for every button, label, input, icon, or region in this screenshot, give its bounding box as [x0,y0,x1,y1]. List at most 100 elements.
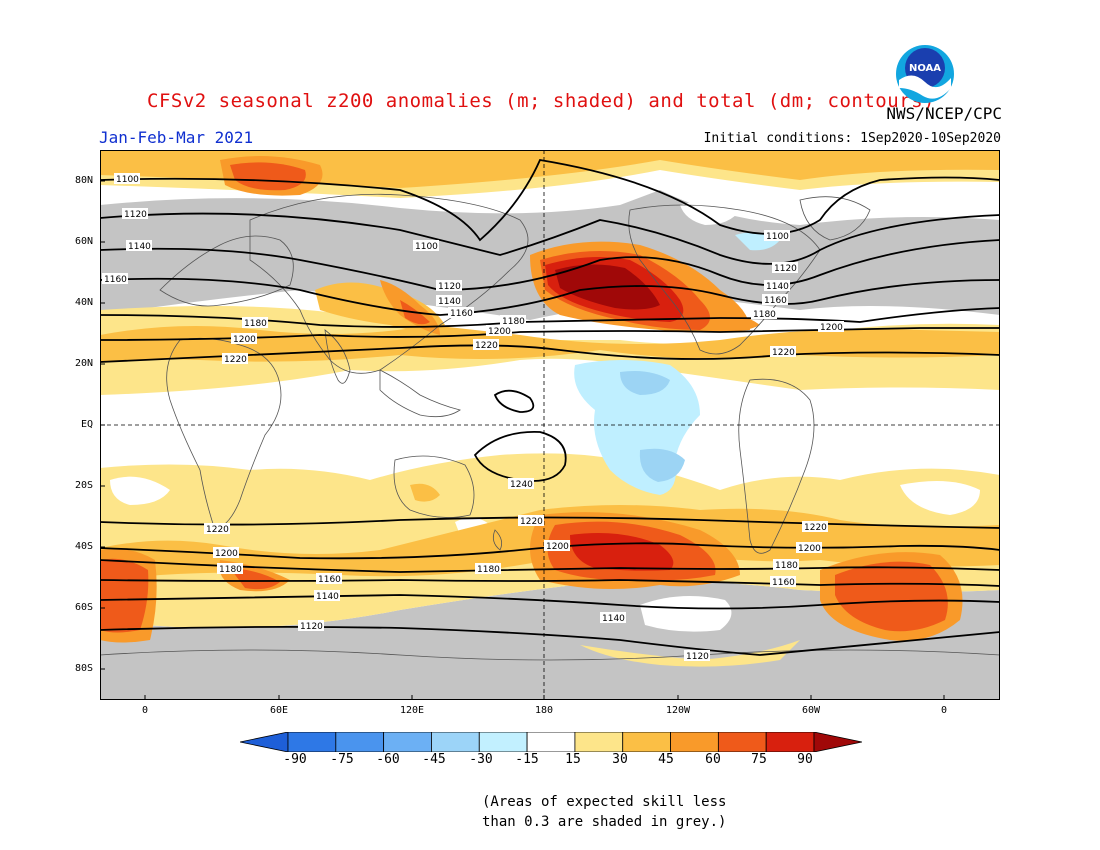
colorbar-tick-neg60: -60 [376,752,400,767]
contour-label-1140-e: 1140 [602,614,625,624]
colorbar [240,732,862,752]
colorbar-tick-neg75: -75 [330,752,354,767]
pos60-indian [100,558,149,633]
neutral-south-gap [110,476,170,505]
skill-note-line-2: than 0.3 are shaded in grey.) [482,814,727,830]
contour-label-1200-b: 1200 [488,327,511,337]
lon-label-120w: 120W [665,705,691,716]
colorbar-tick-pos90: 90 [797,752,813,767]
coast-australia [393,455,475,518]
lat-label-20s: 20S [74,480,93,491]
contour-1220-south [100,516,1000,529]
colorbar-tick-pos45: 45 [658,752,674,767]
colorbar-swatch-0 [240,732,289,752]
contour-label-1100-b: 1100 [415,242,438,252]
colorbar-swatch-2 [335,732,385,752]
contour-label-1180-e: 1180 [477,565,500,575]
lat-label-20n: 20N [74,358,93,369]
contour-1240-south [473,430,567,482]
contour-label-1180-c: 1180 [753,310,776,320]
colorbar-swatch-12 [813,732,862,752]
agency-label: NWS/NCEP/CPC [886,104,1002,123]
svg-text:NOAA: NOAA [909,63,941,74]
contour-label-1160-c: 1160 [764,296,787,306]
contour-label-1200-c: 1200 [820,323,843,333]
season-label: Jan-Feb-Mar 2021 [99,128,254,147]
pos75-south-pacific [570,532,674,571]
contour-label-1160-a: 1160 [104,275,127,285]
noaa-logo-icon: NOAA [896,45,954,103]
lat-label-40s: 40S [74,541,93,552]
colorbar-swatch-3 [383,732,432,752]
grey-band-south [100,580,1000,700]
colorbar-swatch-1 [287,732,337,752]
lon-label-0-east: 0 [940,705,948,716]
contour-1200-south [100,542,1000,560]
contour-1180-south [100,559,1000,573]
contour-label-1120-a: 1120 [124,210,147,220]
pos60-south-atlantic [835,561,948,632]
colorbar-swatch-11 [765,732,815,752]
colorbar-swatch-7 [574,732,624,752]
neutral-south-pole-gap [640,596,732,632]
coast-nz [492,529,503,551]
colorbar-tick-neg45: -45 [422,752,446,767]
coast-north-america [628,204,821,355]
colorbar-swatch-4 [431,732,480,752]
contour-label-1200-f: 1200 [798,544,821,554]
lon-ticks [144,695,945,700]
initial-conditions-label: Initial conditions: 1Sep2020-10Sep2020 [703,131,1001,146]
contour-label-1240: 1240 [510,480,533,490]
contour-1200-north [100,327,1000,341]
skill-note-line-1: (Areas of expected skill less [482,794,727,810]
contour-label-1120-e: 1120 [686,652,709,662]
lat-label-60n: 60N [74,236,93,247]
contour-label-1160-e: 1160 [772,578,795,588]
contour-label-1220-d: 1220 [206,525,229,535]
contour-label-1220-f: 1220 [804,523,827,533]
contour-label-1120-d: 1120 [300,622,323,632]
coast-india [324,329,351,384]
contour-label-1200-e: 1200 [546,542,569,552]
colorbar-tick-pos15: 15 [565,752,581,767]
neutral-greenland [680,201,740,225]
contour-1140-south [100,594,1000,610]
contour-1120-south [100,625,1000,656]
contour-label-1140-b: 1140 [438,297,461,307]
colorbar-swatch-10 [717,732,767,752]
colorbar-tick-pos30: 30 [612,752,628,767]
contour-1160-north [100,277,1000,316]
contour-label-1220-a: 1220 [224,355,247,365]
contour-label-1120-c: 1120 [774,264,797,274]
contour-label-group: 1100 1100 1100 1120 1120 1120 1140 1140 … [102,173,844,662]
lat-ticks [100,180,105,670]
colorbar-swatch-6 [526,732,576,752]
contour-label-1160-d: 1160 [318,575,341,585]
coast-antarctica [100,649,1000,661]
anomaly-map: 1100 1100 1100 1120 1120 1120 1140 1140 … [100,150,1000,700]
contour-label-1160-b: 1160 [450,309,473,319]
pos15-south-pole [580,640,800,667]
lon-label-0: 0 [141,705,149,716]
contour-label-1200-a: 1200 [233,335,256,345]
contour-1160-south [100,579,1000,587]
colorbar-swatch-9 [670,732,719,752]
colorbar-tick-pos75: 75 [751,752,767,767]
contour-label-1100-a: 1100 [116,175,139,185]
lon-label-60w: 60W [801,705,821,716]
colorbar-tick-neg30: -30 [469,752,493,767]
contour-label-1140-a: 1140 [128,242,151,252]
neutral-south-gap-2 [900,481,980,515]
lon-label-60e: 60E [269,705,289,716]
pos30-australia [410,483,440,502]
contour-label-1180-a: 1180 [244,319,267,329]
contour-label-1180-d: 1180 [219,565,242,575]
contour-1180-north [100,307,1000,328]
pos30-arctic [100,150,1000,188]
colorbar-swatch-5 [478,732,528,752]
coast-se-asia [379,369,461,418]
contour-1140-north [100,239,1000,291]
skill-note: (Areas of expected skill less than 0.3 a… [482,792,726,832]
contour-label-1200-d: 1200 [215,549,238,559]
contour-label-1140-d: 1140 [316,592,339,602]
